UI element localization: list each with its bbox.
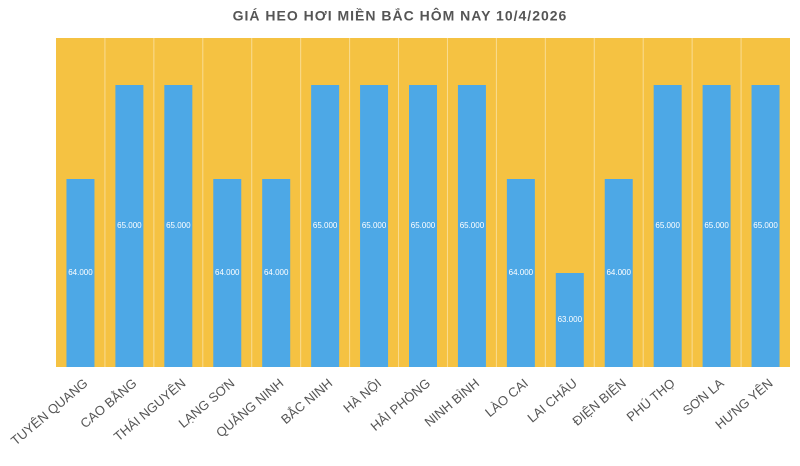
- chart-title: GIÁ HEO HƠI MIỀN BẮC HÔM NAY 10/4/2026: [233, 7, 568, 24]
- data-label: 65.000: [704, 221, 729, 230]
- data-label: 65.000: [655, 221, 680, 230]
- x-tick-label: HÀ NỘI: [340, 375, 384, 415]
- data-label: 64.000: [509, 268, 534, 277]
- bar: [409, 85, 437, 367]
- data-label: 65.000: [117, 221, 142, 230]
- bar: [213, 179, 242, 367]
- bar: [457, 85, 486, 367]
- data-label: 65.000: [362, 221, 387, 230]
- bar: [115, 85, 144, 367]
- data-label: 64.000: [215, 268, 240, 277]
- bar: [164, 85, 193, 367]
- bar: [604, 179, 633, 367]
- x-tick-label: ĐIỆN BIÊN: [569, 375, 628, 428]
- bar: [702, 85, 731, 367]
- bar: [360, 85, 389, 367]
- bar: [311, 85, 340, 367]
- data-label: 65.000: [753, 221, 778, 230]
- bar: [555, 273, 584, 367]
- data-label: 63.000: [558, 315, 583, 324]
- x-tick-label: LÀO CAI: [482, 375, 531, 419]
- data-label: 64.000: [606, 268, 631, 277]
- bar: [653, 85, 682, 367]
- bar: [66, 179, 95, 367]
- x-tick-label: SƠN LA: [680, 375, 727, 418]
- data-label: 65.000: [411, 221, 436, 230]
- bar: [751, 85, 780, 367]
- data-label: 65.000: [313, 221, 338, 230]
- data-label: 65.000: [460, 221, 485, 230]
- x-tick-label: PHÚ THỌ: [624, 375, 678, 424]
- data-label: 64.000: [264, 268, 289, 277]
- data-label: 65.000: [166, 221, 191, 230]
- data-label: 64.000: [68, 268, 93, 277]
- bar: [506, 179, 535, 367]
- x-tick-label: NINH BÌNH: [422, 375, 483, 429]
- bar: [262, 179, 291, 367]
- x-tick-label: TUYÊN QUANG: [8, 375, 91, 448]
- x-tick-label: BẮC NINH: [278, 375, 335, 426]
